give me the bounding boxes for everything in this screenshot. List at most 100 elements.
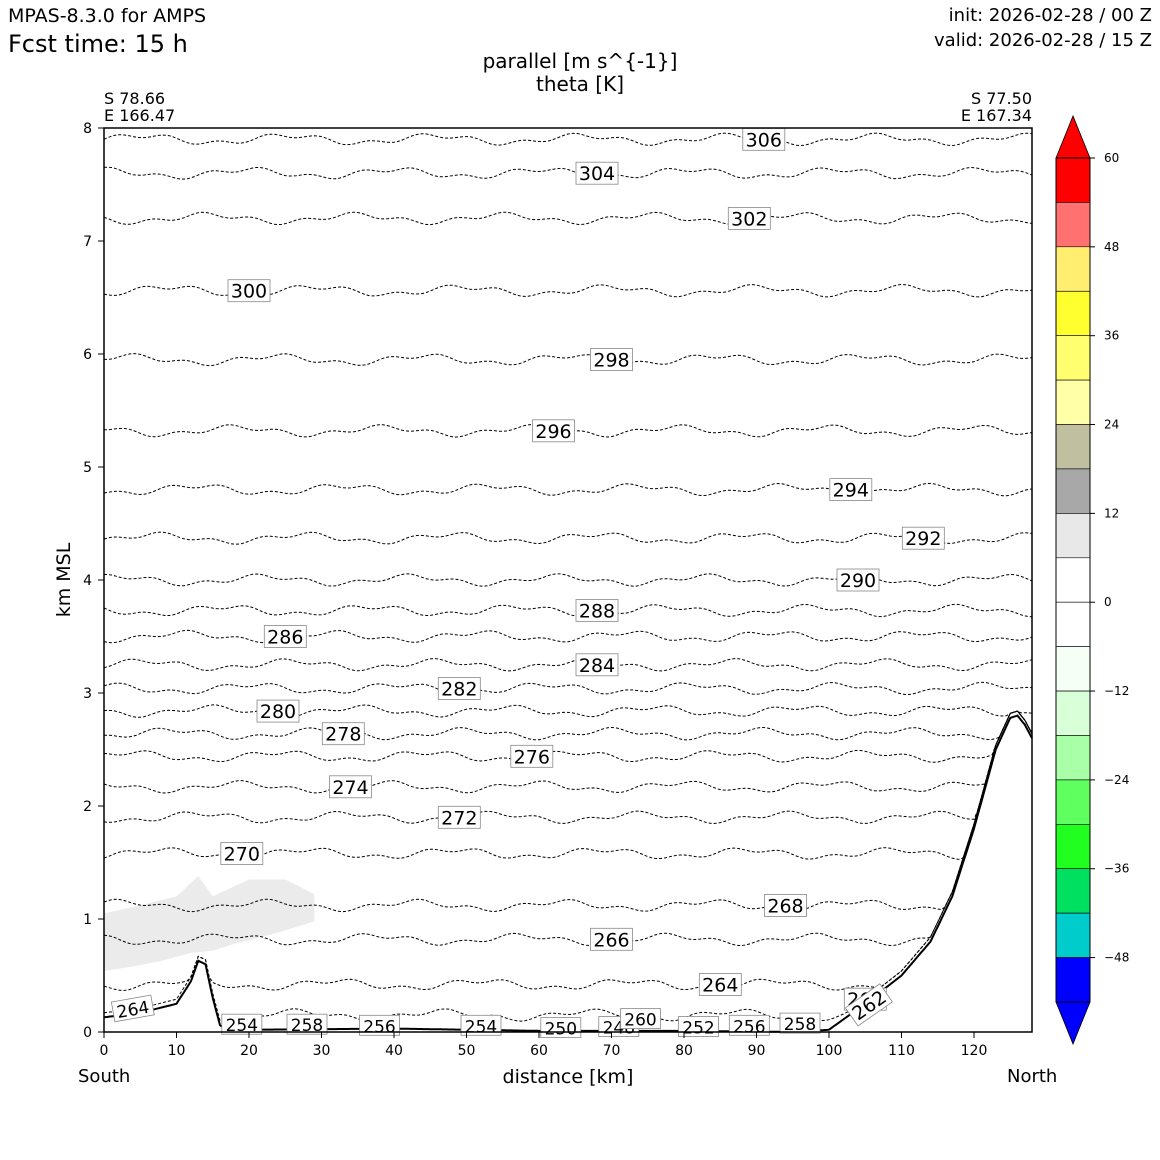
colorbar-band (1055, 290, 1091, 336)
colorbar-band (1055, 868, 1091, 914)
contour-label-text: 280 (260, 701, 296, 723)
contour-label-text: 268 (767, 895, 803, 917)
shading-layer (104, 876, 315, 971)
contour-label-278: 278 (321, 722, 365, 746)
contour-label-text: 282 (441, 679, 477, 701)
south-end-label: South (78, 1066, 131, 1087)
theta-contour-262 (103, 710, 1033, 1022)
colorbar-band (1055, 779, 1091, 825)
contour-label-276: 276 (510, 744, 554, 768)
contour-label-270: 270 (220, 842, 264, 866)
colorbar-band (1055, 601, 1091, 647)
x-tick-label: 10 (168, 1043, 186, 1059)
colorbar-band (1055, 735, 1091, 781)
colorbar-under-arrow (1055, 1001, 1091, 1046)
theta-contour-274 (103, 710, 1033, 794)
theta-contour-304 (103, 166, 1033, 180)
y-tick-label: 1 (83, 912, 92, 928)
colorbar-band (1055, 379, 1091, 425)
colorbar-band (1055, 513, 1091, 559)
contour-label-text: 306 (746, 129, 782, 151)
contour-label-296: 296 (532, 419, 575, 443)
surface-label-text: 258 (784, 1015, 816, 1035)
colorbar-tick-label: 12 (1104, 506, 1119, 520)
contour-label-text: 292 (905, 528, 941, 550)
x-tick-label: 0 (100, 1043, 109, 1059)
contour-label-286: 286 (263, 625, 307, 649)
colorbar-band (1055, 690, 1091, 736)
x-tick-label: 100 (816, 1043, 843, 1059)
theta-contours (103, 132, 1033, 1022)
colorbar-tick-label: −48 (1104, 951, 1129, 965)
surface-label-text: 250 (545, 1020, 577, 1040)
theta-contour-286 (103, 629, 1033, 644)
valid-time: valid: 2026-02-28 / 15 Z (934, 30, 1152, 51)
contour-label-text: 286 (267, 627, 303, 649)
x-tick-label: 70 (603, 1043, 621, 1059)
y-tick-label: 0 (83, 1025, 92, 1041)
contour-label-text: 270 (224, 844, 260, 866)
contour-label-302: 302 (727, 206, 771, 230)
model-title: MPAS-8.3.0 for AMPS (8, 5, 207, 27)
contour-label-274: 274 (329, 775, 372, 799)
surface-label-text: 260 (624, 1011, 656, 1031)
theta-contour-298 (104, 353, 1033, 367)
y-tick-label: 8 (83, 121, 92, 137)
x-tick-label: 60 (530, 1043, 548, 1059)
surface-label-256: 256 (728, 1014, 770, 1037)
y-tick-label: 4 (83, 573, 92, 589)
contour-label-284: 284 (575, 653, 619, 677)
contour-label-text: 284 (579, 655, 615, 677)
contour-label-290: 290 (836, 568, 880, 592)
colorbar-tick-label: −24 (1104, 773, 1129, 787)
contour-label-text: 272 (441, 807, 477, 829)
surface-label-text: 254 (226, 1016, 258, 1036)
theta-contour-284 (103, 658, 1033, 672)
colorbar-band (1055, 157, 1091, 203)
x-tick-label: 20 (240, 1043, 258, 1059)
colorbar-frame (1055, 157, 1091, 1003)
contour-labels: 306 304 302 300 298 296 294 292 290 288 286 284 282 2… (110, 127, 945, 1040)
theta-contour-306 (103, 132, 1033, 147)
init-time: init: 2026-02-28 / 00 Z (948, 5, 1152, 26)
theta-contour-276 (103, 710, 1033, 763)
theta-contour-266 (103, 710, 1033, 947)
x-tick-label: 30 (313, 1043, 331, 1059)
right-endpoint-latitude: S 77.50 (970, 89, 1032, 108)
contour-label-282: 282 (437, 677, 481, 701)
colorbar-band (1055, 424, 1091, 470)
theta-contour-282 (103, 681, 1033, 695)
contour-label-text: 304 (579, 163, 615, 185)
plot-title-theta: theta [K] (536, 72, 624, 96)
contour-label-280: 280 (256, 699, 300, 723)
contour-label-text: 264 (702, 975, 738, 997)
surface-label-text: 258 (291, 1016, 323, 1036)
forecast-time: Fcst time: 15 h (8, 30, 188, 58)
y-axis-label: km MSL (53, 542, 75, 617)
contour-label-text: 266 (593, 929, 629, 951)
colorbar-band (1055, 246, 1091, 292)
colorbar-band (1055, 335, 1091, 381)
colorbar-band (1055, 468, 1091, 514)
contour-label-268: 268 (764, 894, 807, 917)
surface-label-text: 256 (733, 1017, 765, 1037)
x-tick-label: 80 (675, 1043, 693, 1059)
terrain-layer (103, 714, 1033, 1033)
x-tick-label: 110 (888, 1043, 915, 1059)
x-tick-label: 120 (961, 1043, 988, 1059)
theta-contour-280 (103, 704, 1033, 718)
surface-label-258: 258 (286, 1013, 328, 1036)
contour-label-text: 298 (593, 350, 629, 372)
theta-contour-278 (103, 710, 1033, 741)
theta-contour-268 (103, 710, 1033, 913)
theta-contour-288 (103, 603, 1033, 618)
theta-contour-270 (103, 710, 1033, 860)
contour-label-text: 300 (231, 281, 267, 303)
contour-label-text: 290 (840, 570, 876, 592)
contour-label-306: 306 (742, 127, 786, 151)
surface-label-264: 264 (110, 994, 155, 1023)
theta-contour-294 (103, 482, 1033, 497)
contour-label-266: 266 (590, 927, 633, 951)
contour-label-text: 276 (514, 746, 550, 768)
